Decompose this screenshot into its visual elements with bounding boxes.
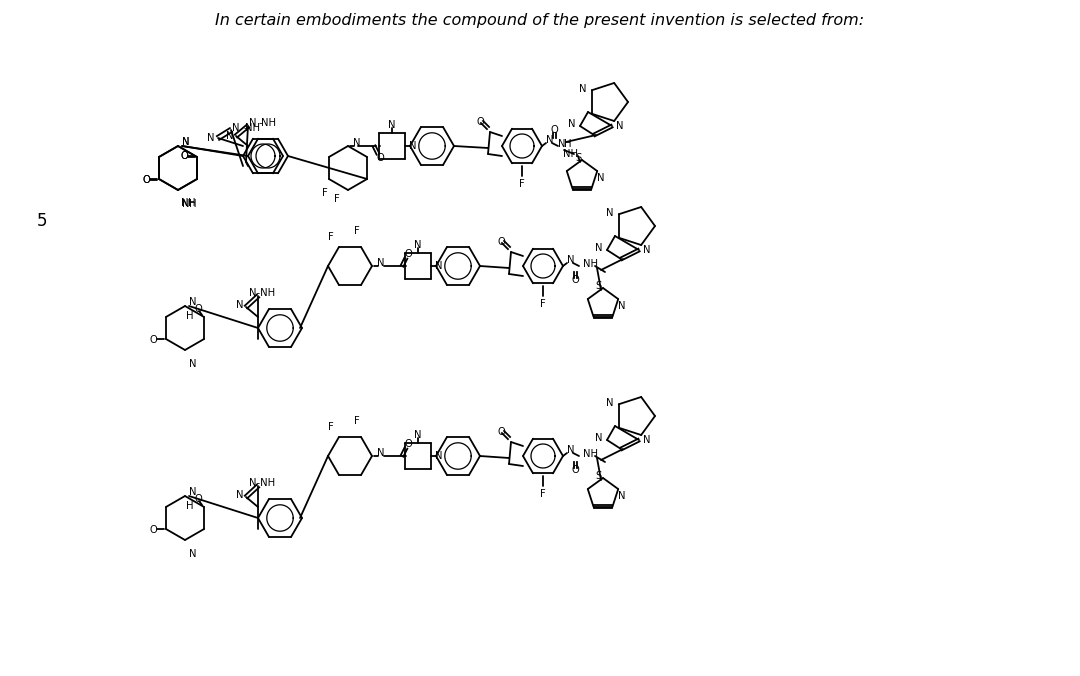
Text: N: N bbox=[409, 141, 417, 151]
Text: N: N bbox=[568, 119, 576, 129]
Text: N: N bbox=[181, 198, 189, 208]
Text: N: N bbox=[415, 240, 422, 250]
Text: N: N bbox=[249, 118, 257, 128]
Text: O: O bbox=[143, 175, 150, 185]
Text: O: O bbox=[404, 249, 411, 259]
Text: N-NH: N-NH bbox=[248, 478, 275, 488]
Text: S: S bbox=[575, 153, 581, 163]
Text: N: N bbox=[644, 435, 651, 445]
Text: S: S bbox=[596, 471, 603, 481]
Text: 5: 5 bbox=[37, 212, 48, 230]
Text: N: N bbox=[595, 433, 603, 443]
Text: N: N bbox=[226, 131, 233, 141]
Text: N: N bbox=[618, 491, 625, 501]
Text: O: O bbox=[194, 494, 202, 504]
Text: O: O bbox=[376, 153, 383, 163]
Text: F: F bbox=[322, 188, 328, 198]
Text: N: N bbox=[618, 301, 625, 311]
Text: F: F bbox=[328, 422, 334, 432]
Text: F: F bbox=[540, 299, 545, 309]
Text: NH: NH bbox=[261, 118, 276, 128]
Text: N: N bbox=[415, 430, 422, 440]
Text: N: N bbox=[189, 297, 197, 307]
Text: O: O bbox=[571, 465, 579, 475]
Text: NH: NH bbox=[563, 149, 578, 159]
Text: N: N bbox=[377, 448, 384, 458]
Text: O: O bbox=[497, 237, 504, 247]
Text: S: S bbox=[596, 281, 603, 291]
Text: N: N bbox=[546, 135, 554, 145]
Text: N: N bbox=[595, 243, 603, 253]
Text: N: N bbox=[183, 137, 190, 147]
Text: O: O bbox=[194, 304, 202, 314]
Text: F: F bbox=[354, 416, 360, 426]
Text: NH: NH bbox=[583, 259, 598, 269]
Text: F: F bbox=[334, 194, 340, 204]
Text: In certain embodiments the compound of the present invention is selected from:: In certain embodiments the compound of t… bbox=[215, 12, 865, 28]
Text: N: N bbox=[189, 487, 197, 497]
Text: O: O bbox=[571, 275, 579, 285]
Text: O: O bbox=[143, 175, 150, 185]
Text: H: H bbox=[189, 199, 197, 209]
Text: H: H bbox=[564, 139, 571, 149]
Text: N: N bbox=[183, 137, 190, 147]
Text: N: N bbox=[237, 300, 244, 310]
Text: F: F bbox=[328, 232, 334, 242]
Text: N: N bbox=[606, 208, 613, 218]
Text: -: - bbox=[243, 123, 247, 133]
Text: NH: NH bbox=[244, 123, 259, 133]
Text: N: N bbox=[189, 359, 197, 369]
Text: N: N bbox=[597, 173, 605, 183]
Text: N: N bbox=[388, 120, 395, 130]
Text: -: - bbox=[258, 118, 261, 128]
Text: N: N bbox=[232, 123, 240, 133]
Text: N: N bbox=[567, 255, 575, 265]
Text: N: N bbox=[189, 549, 197, 559]
Text: NH: NH bbox=[583, 449, 598, 459]
Text: N: N bbox=[377, 258, 384, 268]
Text: O: O bbox=[180, 151, 188, 161]
Text: N: N bbox=[606, 398, 613, 408]
Text: N: N bbox=[567, 445, 575, 455]
Text: N: N bbox=[644, 245, 651, 255]
Text: F: F bbox=[354, 226, 360, 236]
Text: H: H bbox=[187, 501, 193, 511]
Text: N: N bbox=[183, 199, 190, 209]
Text: F: F bbox=[519, 179, 525, 189]
Text: H: H bbox=[187, 311, 193, 321]
Text: N-NH: N-NH bbox=[248, 288, 275, 298]
Text: O: O bbox=[497, 427, 504, 437]
Text: N: N bbox=[558, 139, 566, 149]
Text: N: N bbox=[353, 138, 361, 148]
Text: N: N bbox=[617, 121, 624, 131]
Text: O: O bbox=[476, 117, 484, 127]
Text: O: O bbox=[149, 525, 157, 535]
Text: O: O bbox=[404, 439, 411, 449]
Text: N: N bbox=[579, 84, 586, 94]
Text: H: H bbox=[188, 198, 195, 208]
Text: N: N bbox=[207, 133, 215, 143]
Text: F: F bbox=[540, 489, 545, 499]
Text: N: N bbox=[435, 261, 443, 271]
Text: N: N bbox=[435, 451, 443, 461]
Text: O: O bbox=[149, 335, 157, 345]
Text: N: N bbox=[237, 490, 244, 500]
Text: O: O bbox=[550, 125, 558, 135]
Text: O: O bbox=[180, 151, 188, 161]
